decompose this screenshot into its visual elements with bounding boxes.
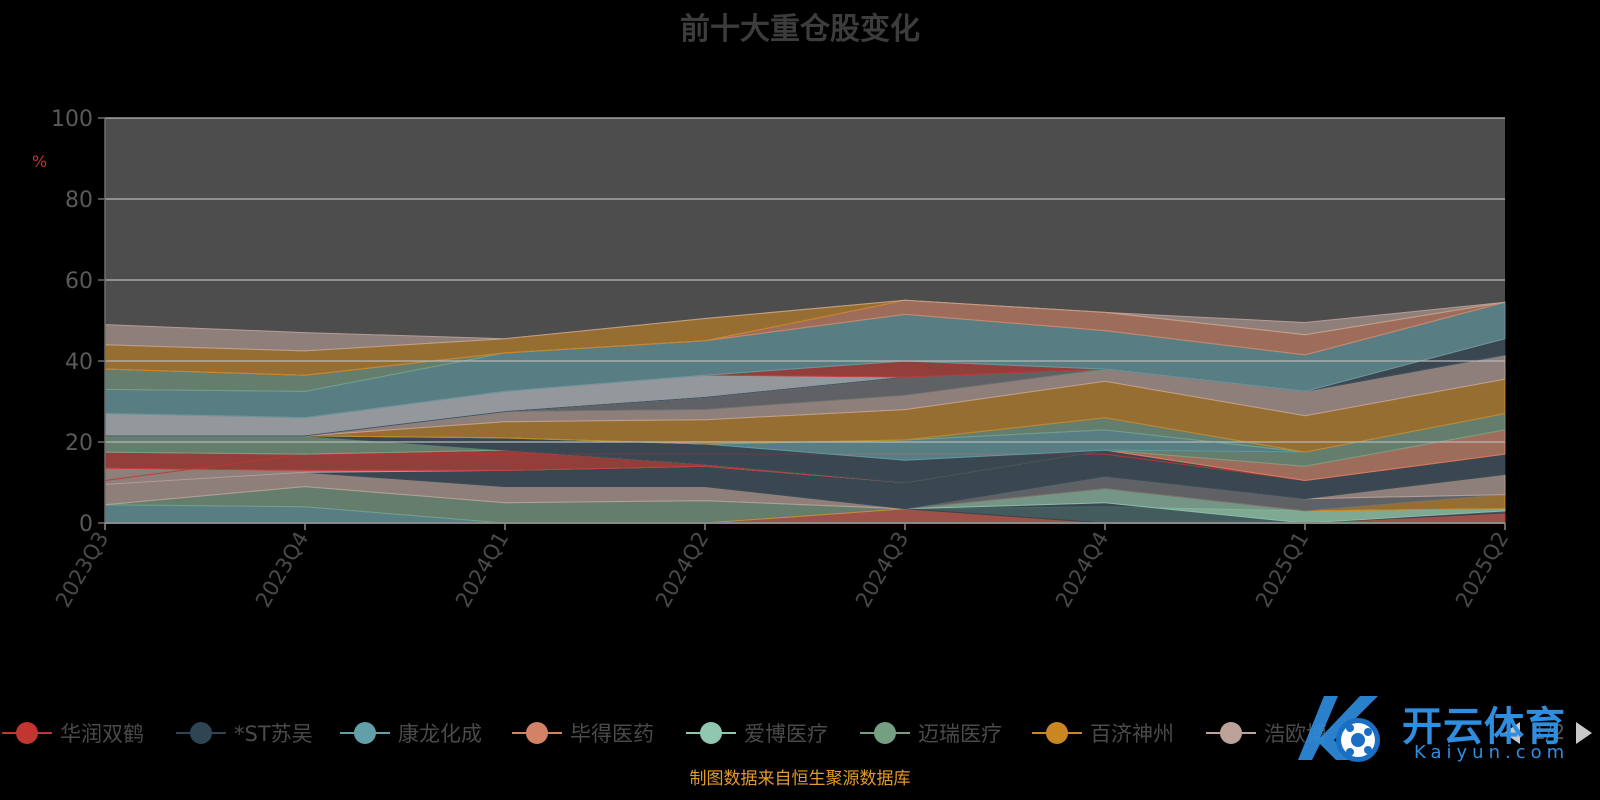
legend-symbol-icon: [512, 718, 562, 748]
x-tick-label: 2023Q3: [51, 528, 113, 612]
legend-item[interactable]: *ST苏吴: [176, 718, 313, 748]
legend-label: 毕得医药: [570, 722, 654, 746]
x-tick-label: 2024Q3: [851, 528, 913, 612]
legend-item[interactable]: 爱博医疗: [686, 718, 828, 748]
legend-item[interactable]: 华润双鹤: [2, 718, 144, 748]
y-tick-label: 60: [65, 269, 93, 294]
legend-page-info: 1/2: [1532, 720, 1566, 744]
x-tick-label: 2023Q4: [251, 528, 313, 612]
legend-label: 康龙化成: [398, 722, 482, 746]
legend-item[interactable]: 康龙化成: [340, 718, 482, 748]
legend-item[interactable]: 迈瑞医疗: [860, 718, 1002, 748]
legend-symbol-icon: [1206, 718, 1256, 748]
legend-label: 迈瑞医疗: [918, 722, 1002, 746]
legend-label: 百济神州: [1090, 722, 1174, 746]
legend-symbol-icon: [1032, 718, 1082, 748]
legend-next-icon[interactable]: [1576, 722, 1592, 744]
legend-symbol-icon: [340, 718, 390, 748]
chart-title: 前十大重仓股变化: [680, 12, 920, 47]
area-bands: [104, 299, 1506, 524]
source-note: 制图数据来自恒生聚源数据库: [689, 769, 911, 789]
area-band-22: [105, 338, 1506, 437]
watermark-text: 开云体育: [1402, 704, 1566, 750]
grid-lines: [105, 117, 1505, 443]
y-axis-label: %: [32, 152, 48, 171]
legend-item[interactable]: 毕得医药: [512, 718, 654, 748]
legend-label: *ST苏吴: [234, 722, 313, 746]
legend-pager: 1/2: [1500, 718, 1594, 748]
y-tick-label: 40: [65, 350, 93, 375]
legend-symbol-icon: [860, 718, 910, 748]
area-band-28: [104, 299, 1506, 352]
legend-prev-icon[interactable]: [1504, 722, 1520, 744]
legend-symbol-icon: [176, 718, 226, 748]
legend-symbol-icon: [2, 718, 52, 748]
x-tick-label: 2025Q2: [1451, 528, 1513, 612]
y-tick-label: 80: [65, 188, 93, 213]
watermark: 开云体育 Kaiyun.com: [1290, 688, 1590, 768]
brand-logo-icon: [1298, 696, 1380, 762]
legend-symbol-icon: [686, 718, 736, 748]
x-tick-label: 2025Q1: [1251, 528, 1313, 612]
y-tick-label: 100: [51, 107, 93, 132]
legend-item[interactable]: 百济神州: [1032, 718, 1174, 748]
x-tick-label: 2024Q1: [451, 528, 513, 612]
y-tick-label: 0: [79, 512, 93, 537]
legend-label: 爱博医疗: [744, 722, 828, 746]
watermark-url: Kaiyun.com: [1414, 742, 1570, 763]
area-chart: 0 20 40 60 80 100 2023Q3 2023Q4 2024Q1 2024Q2 2024…: [51, 107, 1513, 612]
x-tick-label: 2024Q4: [1051, 528, 1113, 612]
y-tick-label: 20: [65, 431, 93, 456]
legend-label: 华润双鹤: [60, 722, 144, 746]
x-tick-label: 2024Q2: [651, 528, 713, 612]
